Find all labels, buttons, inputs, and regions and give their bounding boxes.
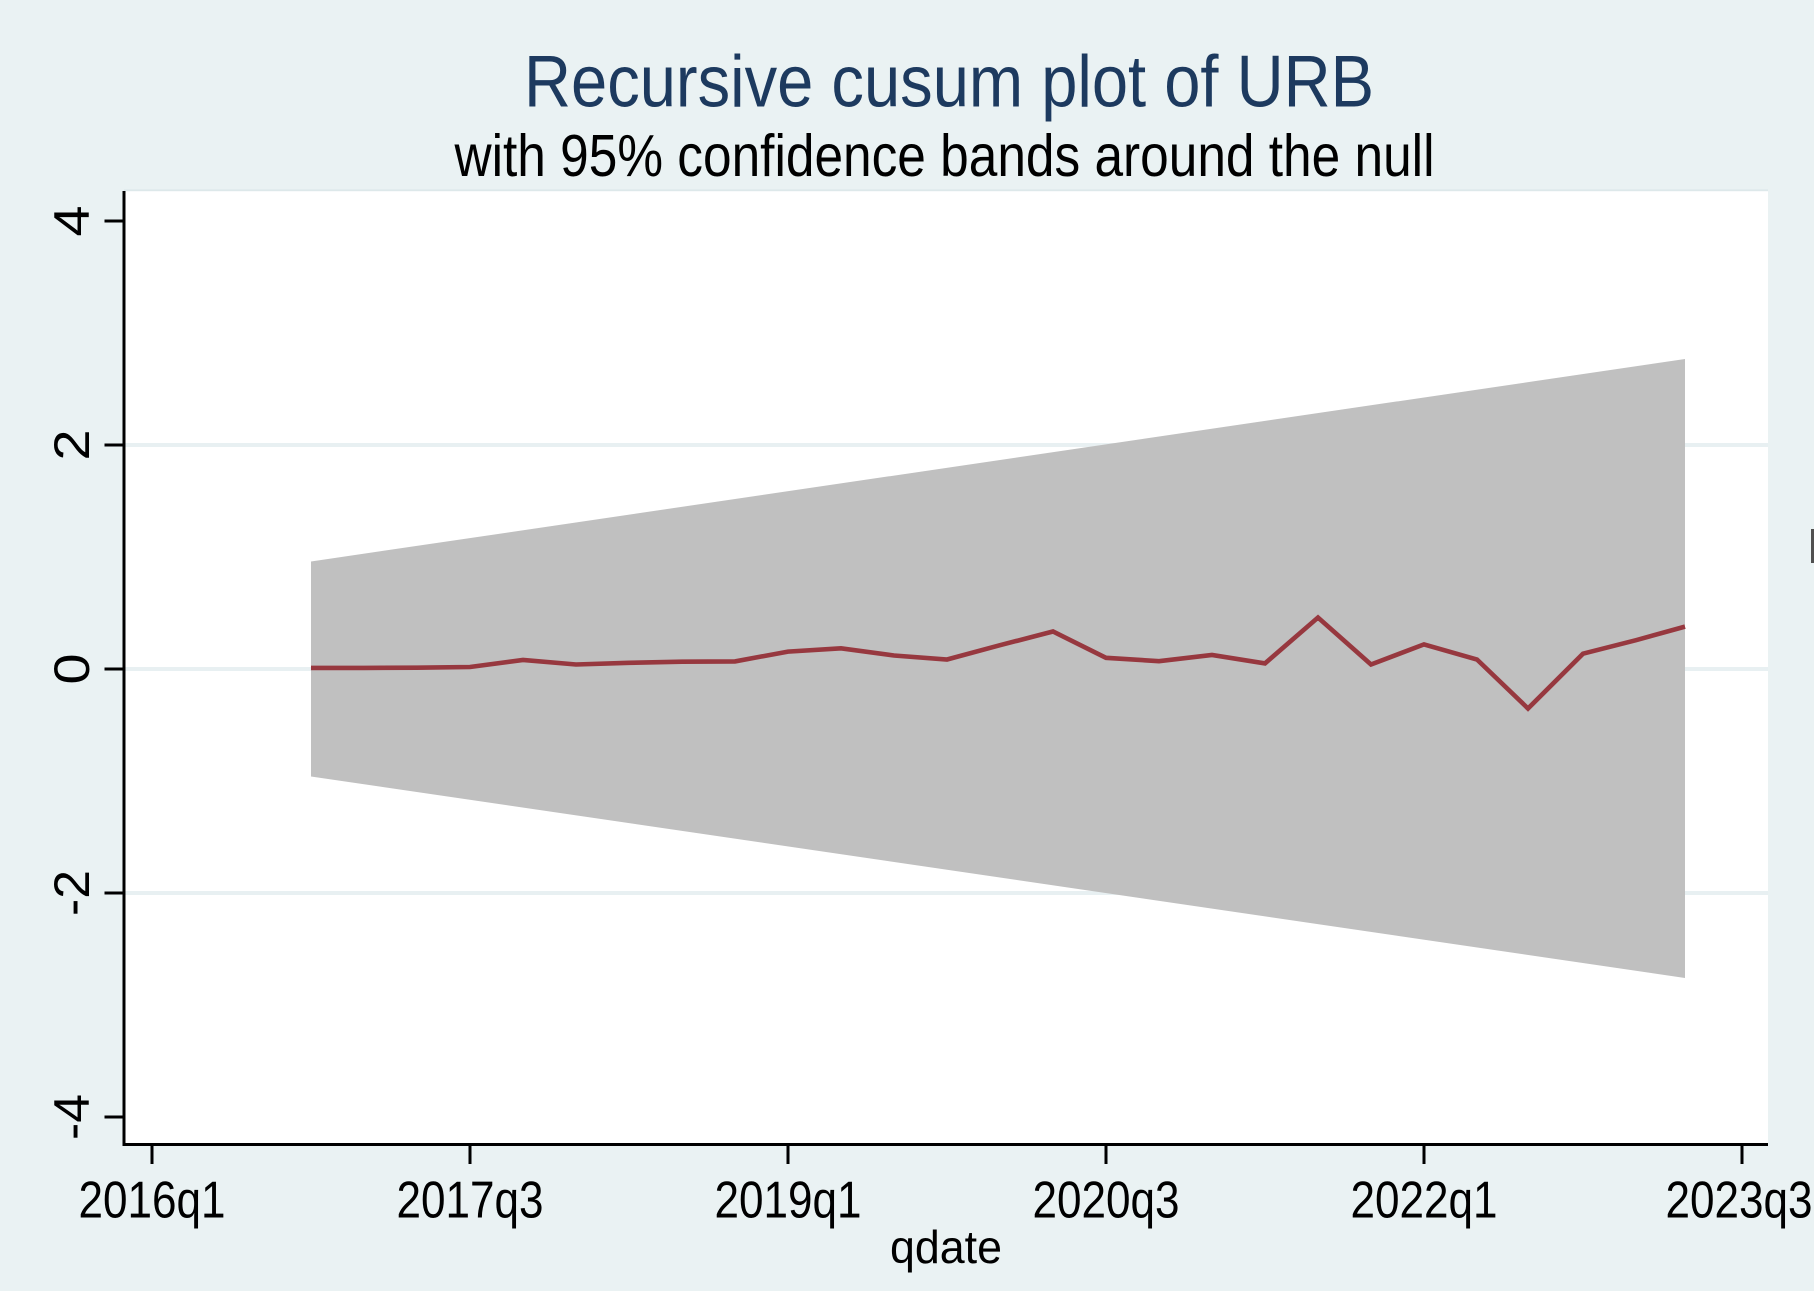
svg-text:-2: -2 <box>44 870 100 916</box>
svg-text:qdate: qdate <box>890 1221 1002 1273</box>
svg-text:with 95% confidence bands arou: with 95% confidence bands around the nul… <box>454 123 1435 189</box>
svg-text:Recursive cusum plot of URB: Recursive cusum plot of URB <box>524 42 1374 123</box>
svg-text:2023q3: 2023q3 <box>1666 1172 1813 1230</box>
svg-text:2017q3: 2017q3 <box>397 1172 544 1230</box>
svg-text:4: 4 <box>44 206 100 237</box>
svg-text:-4: -4 <box>44 1094 100 1140</box>
svg-text:2020q3: 2020q3 <box>1033 1172 1180 1230</box>
svg-text:2022q1: 2022q1 <box>1351 1172 1498 1230</box>
svg-text:2: 2 <box>44 430 100 461</box>
svg-text:2019q1: 2019q1 <box>715 1172 862 1230</box>
svg-text:2016q1: 2016q1 <box>79 1172 226 1230</box>
svg-text:0: 0 <box>44 654 100 685</box>
